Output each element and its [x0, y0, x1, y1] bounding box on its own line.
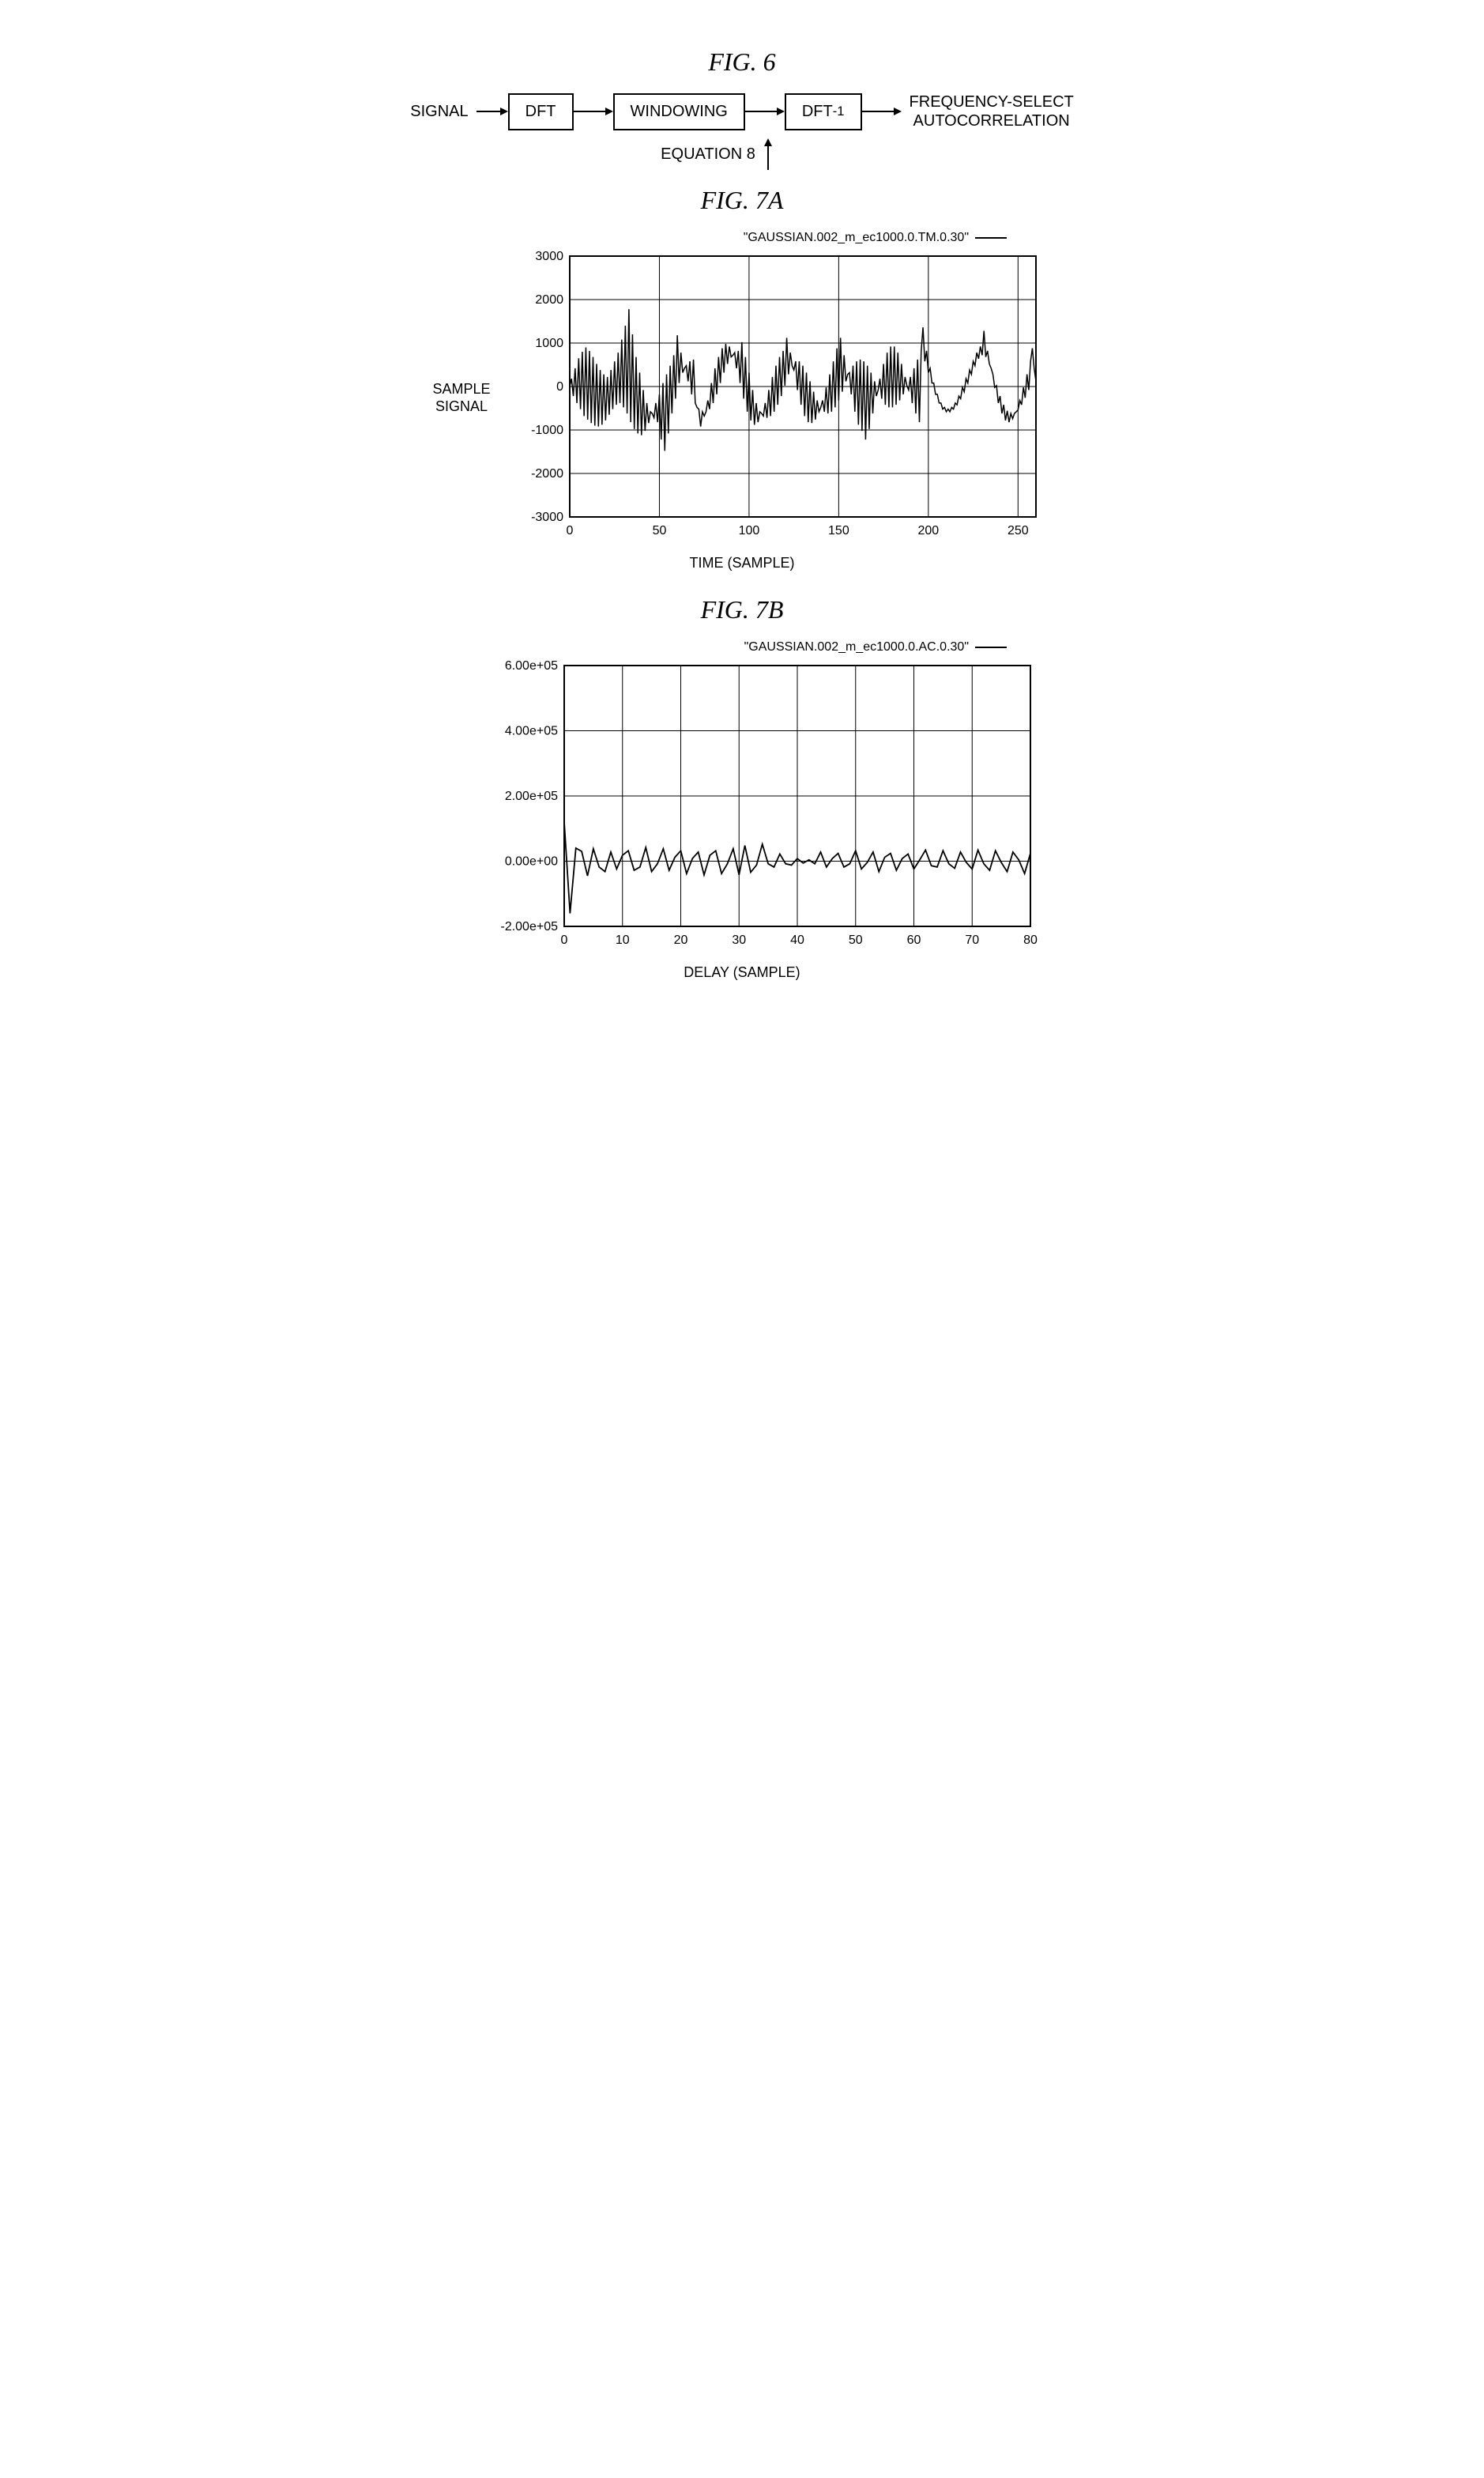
fig6-title: FIG. 6: [32, 47, 1452, 77]
equation-annotation: EQUATION 8: [32, 138, 1452, 170]
svg-text:0: 0: [556, 380, 563, 394]
dft-text: DFT: [802, 103, 833, 121]
signal-input-label: SIGNAL: [410, 103, 468, 121]
fig7b-x-label: DELAY (SAMPLE): [684, 964, 800, 981]
y-label-line1: SAMPLE: [432, 381, 490, 397]
arrow-icon: [862, 104, 902, 119]
svg-text:150: 150: [828, 524, 849, 537]
legend-line-icon: [975, 647, 1007, 648]
svg-text:200: 200: [917, 524, 939, 537]
fig7a-chart: 0 50 100 150 200 250 -3000 -2000 -1000 0 1000 2000 3…: [499, 248, 1052, 549]
svg-text:-2.00e+05: -2.00e+05: [500, 920, 558, 933]
fig7b-chart-wrapper: "GAUSSIAN.002_m_ec1000.0.AC.0.30" 0 10 20 3…: [32, 640, 1452, 981]
svg-text:50: 50: [652, 524, 666, 537]
fig7a-chart-wrapper: "GAUSSIAN.002_m_ec1000.0.TM.0.30" SAMPLE…: [32, 231, 1452, 571]
svg-text:2.00e+05: 2.00e+05: [505, 790, 558, 803]
svg-text:0: 0: [566, 524, 573, 537]
svg-text:20: 20: [674, 933, 688, 947]
output-line2: AUTOCORRELATION: [913, 112, 1070, 130]
svg-text:3000: 3000: [535, 250, 563, 263]
svg-text:4.00e+05: 4.00e+05: [505, 725, 558, 738]
svg-text:30: 30: [732, 933, 746, 947]
fig7a-x-label: TIME (SAMPLE): [689, 555, 794, 571]
svg-text:70: 70: [965, 933, 979, 947]
output-line1: FREQUENCY-SELECT: [910, 93, 1074, 111]
arrow-icon: [574, 104, 613, 119]
svg-text:1000: 1000: [535, 337, 563, 350]
fig7a-legend: "GAUSSIAN.002_m_ec1000.0.TM.0.30": [454, 231, 1030, 245]
arrow-icon: [476, 104, 508, 119]
svg-text:40: 40: [790, 933, 804, 947]
svg-text:0.00e+00: 0.00e+00: [505, 855, 558, 869]
output-label: FREQUENCY-SELECT AUTOCORRELATION: [910, 92, 1074, 130]
fig7b-legend: "GAUSSIAN.002_m_ec1000.0.AC.0.30": [454, 640, 1030, 654]
arrow-up-icon: [760, 138, 776, 170]
arrow-icon: [745, 104, 785, 119]
windowing-box: WINDOWING: [613, 93, 745, 130]
legend-line-icon: [975, 237, 1007, 239]
dft-box: DFT: [508, 93, 574, 130]
svg-text:60: 60: [907, 933, 921, 947]
fig7b-title: FIG. 7B: [32, 595, 1452, 624]
svg-text:-1000: -1000: [531, 424, 563, 437]
svg-text:-2000: -2000: [531, 467, 563, 481]
svg-text:2000: 2000: [535, 293, 563, 307]
legend-text: "GAUSSIAN.002_m_ec1000.0.TM.0.30": [744, 231, 969, 245]
fig7a-y-label: SAMPLE SIGNAL: [432, 381, 490, 415]
svg-text:10: 10: [616, 933, 630, 947]
fig7b-chart: 0 10 20 30 40 50 60 70 80 -2.00e+05 0.00e+00 2.00e+…: [493, 658, 1046, 958]
svg-text:250: 250: [1007, 524, 1028, 537]
y-label-line2: SIGNAL: [435, 398, 488, 414]
svg-text:100: 100: [738, 524, 759, 537]
svg-text:-3000: -3000: [531, 511, 563, 524]
equation-label: EQUATION 8: [661, 145, 755, 164]
svg-text:6.00e+05: 6.00e+05: [505, 659, 558, 673]
fig7a-title: FIG. 7A: [32, 186, 1452, 215]
exponent: -1: [833, 104, 845, 119]
svg-text:0: 0: [561, 933, 568, 947]
inverse-dft-box: DFT-1: [785, 93, 862, 130]
legend-text: "GAUSSIAN.002_m_ec1000.0.AC.0.30": [744, 640, 969, 654]
svg-text:80: 80: [1023, 933, 1038, 947]
fig6-diagram: SIGNAL DFT WINDOWING DFT-1 FREQUENCY-SEL…: [32, 92, 1452, 130]
svg-text:50: 50: [849, 933, 863, 947]
